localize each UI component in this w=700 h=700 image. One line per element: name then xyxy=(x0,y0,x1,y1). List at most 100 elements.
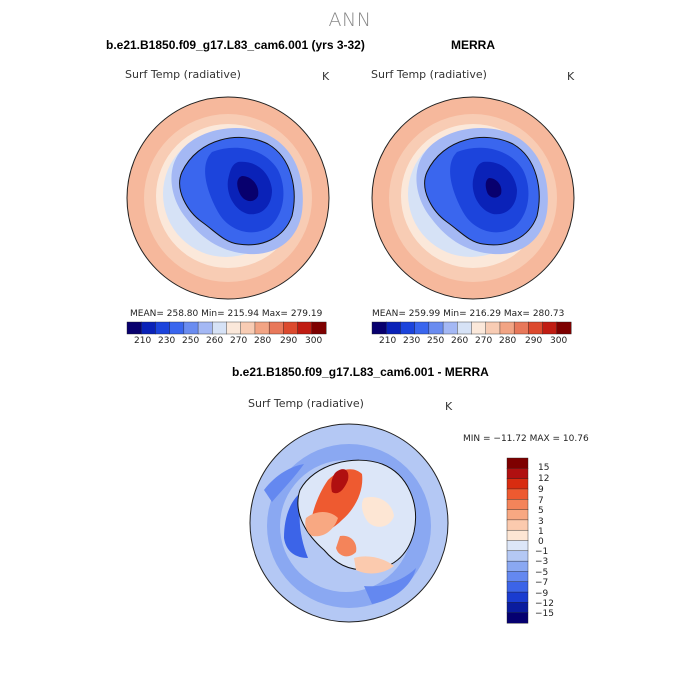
panel3-cbar-label-12: −9 xyxy=(535,589,549,599)
panel1-colorbar-swatch-6 xyxy=(212,321,228,335)
panel3-colorbar-swatch-0 xyxy=(506,457,529,469)
panel1-cbar-label-2: 250 xyxy=(182,336,200,346)
panel3-colorbar-swatch-3 xyxy=(506,488,529,500)
panel1-colorbar-swatch-0 xyxy=(126,321,142,335)
panel1-colorbar-swatch-8 xyxy=(240,321,256,335)
panel3-cbar-label-8: −1 xyxy=(535,547,549,557)
panel2-plateau-core xyxy=(485,178,502,198)
panel3-stats: MIN = −11.72 MAX = 10.76 xyxy=(463,434,589,444)
panel3-polar-map xyxy=(249,423,449,623)
panel2-colorbar-swatch-7 xyxy=(471,321,487,335)
panel3-colorbar-swatch-6 xyxy=(506,519,529,531)
panel2-map-border xyxy=(371,96,575,300)
panel1-title: b.e21.B1850.f09_g17.L83_cam6.001 (yrs 3-… xyxy=(106,38,365,52)
panel3-neutral-plateau xyxy=(361,496,394,527)
panel1-colorbar-swatch-2 xyxy=(155,321,171,335)
panel1-units: K xyxy=(322,70,330,83)
panel1-cbar-label-4: 270 xyxy=(230,336,248,346)
panel3-colorbar-swatch-15 xyxy=(506,612,529,624)
panel1-colorbar-swatch-5 xyxy=(197,321,213,335)
panel3-colorbar-swatch-8 xyxy=(506,540,529,552)
panel1-plateau-core xyxy=(237,176,259,202)
panel3-colorbar-swatch-4 xyxy=(506,499,529,511)
panel2-cbar-label-3: 260 xyxy=(451,336,469,346)
figure-title: ANN xyxy=(328,9,372,31)
panel2-colorbar-swatch-5 xyxy=(442,321,458,335)
panel2-cbar-label-7: 300 xyxy=(550,336,568,346)
panel2-colorbar-swatch-10 xyxy=(513,321,529,335)
panel2-variable: Surf Temp (radiative) xyxy=(371,68,487,81)
panel1-stats: MEAN= 258.80 Min= 215.94 Max= 279.19 xyxy=(130,309,323,319)
panel3-cold-patch-nw xyxy=(264,464,304,502)
panel1-map-border xyxy=(126,96,330,300)
panel2-colorbar-swatch-8 xyxy=(485,321,501,335)
panel3-cbar-label-14: −15 xyxy=(535,609,554,619)
panel1-colorbar-swatch-11 xyxy=(283,321,299,335)
panel1-cbar-label-7: 300 xyxy=(305,336,323,346)
panel2-colorbar-swatch-3 xyxy=(414,321,430,335)
panel3-cbar-label-0: 15 xyxy=(538,463,550,473)
panel2-colorbar-swatch-13 xyxy=(556,321,572,335)
panel2-colorbar-swatch-1 xyxy=(386,321,401,335)
panel2-colorbar-swatch-12 xyxy=(542,321,558,335)
panel1-colorbar-swatch-12 xyxy=(297,321,313,335)
panel1-colorbar-swatch-7 xyxy=(226,321,242,335)
panel3-cbar-label-4: 5 xyxy=(538,506,544,516)
panel3-warm-core xyxy=(331,469,349,494)
panel3-colorbar-swatch-9 xyxy=(506,550,529,562)
panel1-colorbar-swatch-9 xyxy=(254,321,270,335)
panel3-warm-coast xyxy=(305,512,338,537)
panel3-colorbar-swatch-7 xyxy=(506,529,529,542)
panel3-cbar-label-7: 0 xyxy=(538,537,544,547)
panel3-cbar-label-2: 9 xyxy=(538,485,544,495)
panel1-cbar-label-0: 210 xyxy=(134,336,152,346)
panel2-colorbar-swatch-6 xyxy=(457,321,473,335)
panel2-polar-map xyxy=(371,96,575,300)
panel3-colorbar-swatch-1 xyxy=(506,468,529,480)
panel2-colorbar-swatch-9 xyxy=(499,321,515,335)
panel1-colorbar-swatch-4 xyxy=(183,321,199,335)
panel3-colorbar-swatch-13 xyxy=(506,591,529,603)
panel3-colorbar-swatch-10 xyxy=(506,560,529,572)
panel2-title: MERRA xyxy=(451,38,495,52)
panel1-colorbar-swatch-3 xyxy=(169,321,185,335)
panel3-cbar-label-9: −3 xyxy=(535,557,549,567)
panel3-cbar-label-11: −7 xyxy=(535,578,549,588)
panel3-colorbar-swatch-2 xyxy=(506,478,529,490)
panel1-colorbar-swatch-1 xyxy=(141,321,156,335)
panel3-warm-ross xyxy=(336,535,357,557)
panel2-colorbar-swatch-0 xyxy=(371,321,387,335)
panel3-cbar-label-5: 3 xyxy=(538,517,544,527)
panel3-colorbar-swatch-11 xyxy=(506,571,529,583)
panel2-cbar-label-1: 230 xyxy=(403,336,421,346)
panel3-colorbar-swatch-14 xyxy=(506,602,529,614)
panel2-cbar-label-4: 270 xyxy=(475,336,493,346)
panel1-cbar-label-6: 290 xyxy=(280,336,298,346)
panel3-map-border xyxy=(249,423,449,623)
panel2-cbar-label-5: 280 xyxy=(499,336,517,346)
panel3-cbar-label-1: 12 xyxy=(538,474,550,484)
panel1-cbar-label-3: 260 xyxy=(206,336,224,346)
panel2-stats: MEAN= 259.99 Min= 216.29 Max= 280.73 xyxy=(372,309,565,319)
panel3-cold-patch-south xyxy=(364,568,416,604)
panel3-colorbar-swatch-12 xyxy=(506,581,529,593)
panel2-colorbar-swatch-4 xyxy=(428,321,444,335)
panel1-cbar-label-1: 230 xyxy=(158,336,176,346)
panel1-polar-map xyxy=(126,96,330,300)
panel3-units: K xyxy=(445,400,453,413)
panel2-cbar-label-2: 250 xyxy=(427,336,445,346)
panel1-colorbar-swatch-13 xyxy=(311,321,327,335)
panel1-colorbar-swatch-10 xyxy=(268,321,284,335)
panel1-cbar-label-5: 280 xyxy=(254,336,272,346)
panel3-colorbar xyxy=(506,457,529,624)
panel3-variable: Surf Temp (radiative) xyxy=(248,397,364,410)
panel2-units: K xyxy=(567,70,575,83)
panel2-colorbar xyxy=(371,321,572,335)
panel2-cbar-label-6: 290 xyxy=(525,336,543,346)
panel3-cbar-label-3: 7 xyxy=(538,496,544,506)
panel1-variable: Surf Temp (radiative) xyxy=(125,68,241,81)
panel3-cbar-label-6: 1 xyxy=(538,527,544,537)
panel3-cbar-label-13: −12 xyxy=(535,599,554,609)
panel2-colorbar-swatch-11 xyxy=(528,321,544,335)
